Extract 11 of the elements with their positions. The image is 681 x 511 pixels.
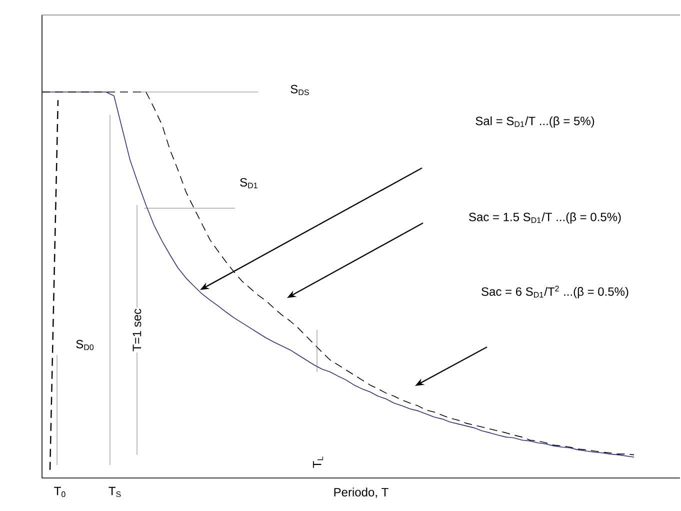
annotation: Sac = 1.5 S$_{D1}$/T ...(β = 0.5%) bbox=[469, 212, 621, 224]
text: T$_{S}$ bbox=[108, 486, 121, 498]
annotation: Sal = S$_{D1}$/T ...(β = 5%) bbox=[476, 116, 594, 128]
x-axis-title: Periodo, T bbox=[334, 488, 388, 498]
annotation: Sac = 6 S$_{D1}$/T$^{2}$ ...(β = 0.5%) bbox=[482, 286, 628, 298]
ref-line-label: S$_{DS}$ bbox=[290, 84, 309, 96]
annotation: T=1 sec bbox=[132, 308, 142, 352]
annotation: S$_{D0}$ bbox=[76, 340, 94, 350]
text: T$_{0}$ bbox=[54, 486, 66, 498]
ref-line-label: S$_{D1}$ bbox=[240, 178, 258, 188]
annotation: T$_{L}$ bbox=[312, 456, 324, 468]
